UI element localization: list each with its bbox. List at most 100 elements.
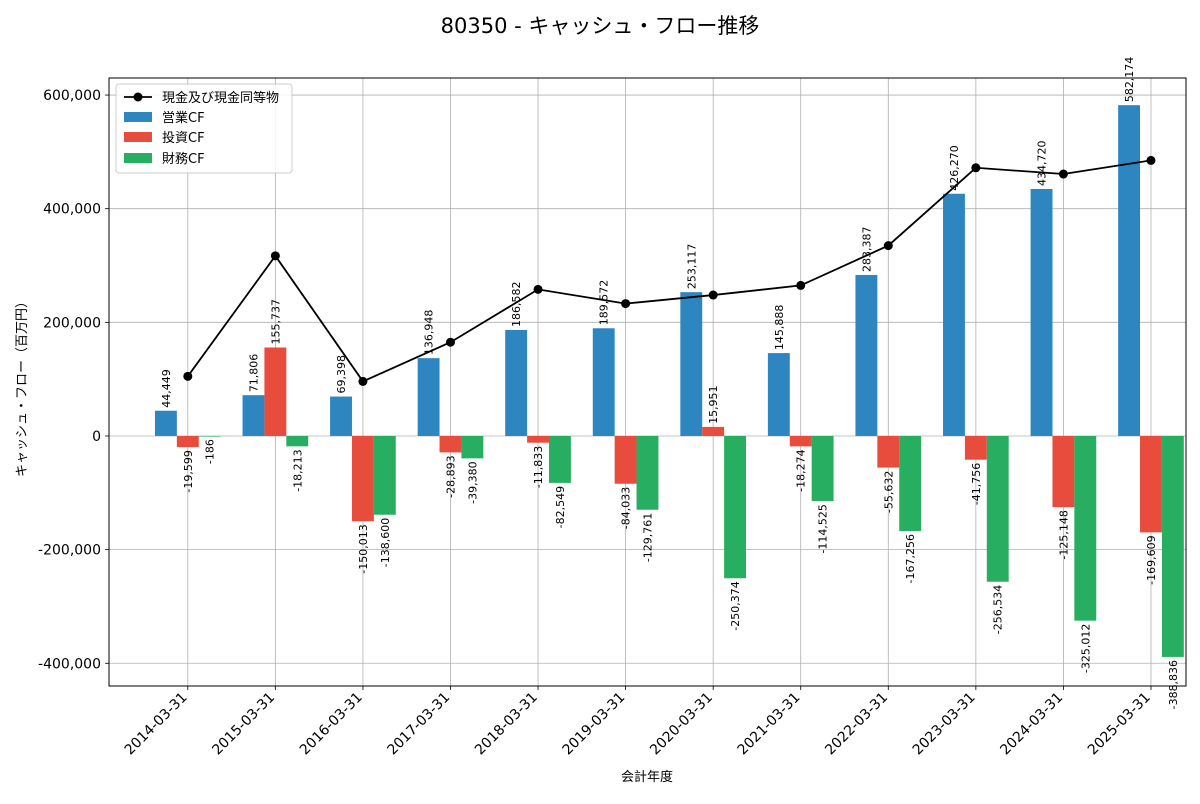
bar-investing bbox=[614, 435, 637, 484]
data-label-investing: -125,148 bbox=[1057, 510, 1070, 559]
bar-financing bbox=[1161, 435, 1184, 657]
bar-operating bbox=[417, 358, 440, 436]
data-label-operating: 189,572 bbox=[598, 280, 611, 326]
x-tick-label: 2018-03-31 bbox=[472, 690, 541, 759]
bar-investing bbox=[1140, 435, 1162, 533]
bar-financing bbox=[636, 435, 659, 510]
data-label-operating: 434,720 bbox=[1036, 140, 1049, 186]
bar-operating bbox=[505, 329, 528, 436]
cash-line-point bbox=[1058, 169, 1068, 179]
x-axis-label: 会計年度 bbox=[621, 769, 673, 785]
bar-financing bbox=[986, 435, 1009, 582]
bar-operating bbox=[242, 395, 265, 436]
data-label-operating: 582,174 bbox=[1123, 57, 1136, 103]
cash-line-point bbox=[796, 280, 806, 290]
data-label-investing: 15,951 bbox=[707, 385, 720, 424]
bar-financing bbox=[548, 435, 571, 483]
x-tick-label: 2016-03-31 bbox=[297, 690, 366, 759]
x-tick-label: 2014-03-31 bbox=[122, 690, 191, 759]
cash-line-point bbox=[621, 299, 631, 309]
bar-operating bbox=[943, 193, 965, 436]
bar-financing bbox=[373, 435, 396, 515]
y-tick-label: 600,000 bbox=[43, 88, 101, 104]
data-label-financing: -250,374 bbox=[729, 581, 742, 630]
data-label-investing: -41,756 bbox=[970, 463, 983, 505]
cash-line-path bbox=[187, 159, 1152, 383]
data-label-financing: -256,534 bbox=[992, 585, 1005, 634]
bar-financing bbox=[899, 435, 922, 532]
bar-operating bbox=[680, 292, 703, 436]
data-label-financing: -129,761 bbox=[642, 513, 655, 562]
bar-operating bbox=[1118, 105, 1141, 436]
data-label-operating: 253,117 bbox=[685, 244, 698, 290]
data-label-operating: 44,449 bbox=[160, 369, 173, 408]
bar-financing bbox=[724, 435, 747, 579]
bar-investing bbox=[964, 435, 987, 460]
bar-operating bbox=[154, 410, 177, 436]
legend-label-operating: 営業CF bbox=[162, 110, 205, 126]
bars bbox=[154, 105, 1184, 657]
data-label-operating: 283,387 bbox=[860, 226, 873, 272]
data-label-financing: -82,549 bbox=[554, 486, 567, 528]
cash-line-point bbox=[358, 376, 368, 386]
data-label-operating: 426,270 bbox=[948, 145, 961, 191]
data-label-operating: 71,806 bbox=[247, 354, 260, 393]
legend-swatch-operating bbox=[124, 112, 152, 122]
data-label-financing: -114,525 bbox=[817, 504, 830, 553]
data-label-investing: -28,893 bbox=[444, 455, 457, 497]
x-tick-label: 2020-03-31 bbox=[647, 690, 716, 759]
cash-line-point bbox=[533, 284, 543, 294]
data-label-operating: 136,948 bbox=[423, 310, 436, 356]
legend-label-investing: 投資CF bbox=[162, 130, 205, 146]
data-label-investing: -84,033 bbox=[620, 487, 633, 529]
bar-operating bbox=[1030, 188, 1053, 436]
bar-operating bbox=[767, 353, 790, 436]
x-tick-label: 2024-03-31 bbox=[997, 690, 1066, 759]
bar-investing bbox=[176, 435, 199, 448]
data-label-investing: 155,737 bbox=[269, 299, 282, 345]
bar-investing bbox=[351, 435, 374, 522]
y-tick-label: 0 bbox=[92, 429, 101, 445]
data-label-investing: -55,632 bbox=[882, 471, 895, 513]
bar-investing bbox=[702, 426, 725, 436]
x-tick-label: 2021-03-31 bbox=[735, 690, 804, 759]
x-tick-label: 2017-03-31 bbox=[384, 690, 453, 759]
y-tick-label: -400,000 bbox=[38, 656, 101, 672]
legend-label-financing: 財務CF bbox=[162, 152, 205, 167]
data-label-investing: -11,833 bbox=[532, 446, 545, 488]
bar-operating bbox=[330, 396, 352, 436]
cash-line-point bbox=[183, 371, 193, 381]
data-label-operating: 186,582 bbox=[510, 281, 523, 327]
data-label-investing: -19,599 bbox=[182, 450, 195, 492]
legend-box bbox=[115, 83, 293, 174]
plot-frame bbox=[108, 77, 1187, 687]
data-label-investing: -169,609 bbox=[1145, 535, 1158, 584]
y-tick-label: -200,000 bbox=[38, 543, 101, 559]
data-label-financing: -325,012 bbox=[1079, 624, 1092, 673]
bar-investing bbox=[789, 435, 812, 447]
data-label-financing: -138,600 bbox=[379, 518, 392, 567]
bar-operating bbox=[855, 274, 878, 436]
data-label-financing: -186 bbox=[204, 439, 217, 464]
x-tick-label: 2022-03-31 bbox=[822, 690, 891, 759]
legend-label-cash: 現金及び現金同等物 bbox=[162, 90, 279, 106]
bar-investing bbox=[1052, 435, 1075, 508]
data-label-investing: -18,274 bbox=[795, 449, 808, 491]
legend-swatch-financing bbox=[124, 153, 152, 163]
cash-line bbox=[183, 155, 1156, 386]
data-label-operating: 145,888 bbox=[773, 305, 786, 351]
y-tick-label: 200,000 bbox=[43, 315, 101, 331]
x-tick-label: 2025-03-31 bbox=[1085, 690, 1154, 759]
bar-operating bbox=[592, 328, 615, 436]
legend-swatch-investing bbox=[124, 132, 152, 142]
data-label-investing: -150,013 bbox=[357, 524, 370, 573]
cash-line-point bbox=[445, 337, 455, 347]
data-label-financing: -18,213 bbox=[291, 449, 304, 491]
bar-financing bbox=[811, 435, 834, 502]
data-label-financing: -39,380 bbox=[466, 461, 479, 503]
bar-investing bbox=[264, 347, 287, 436]
y-axis-label: キャッシュ・フロー（百万円） bbox=[15, 295, 30, 477]
y-tick-label: 400,000 bbox=[43, 202, 101, 218]
